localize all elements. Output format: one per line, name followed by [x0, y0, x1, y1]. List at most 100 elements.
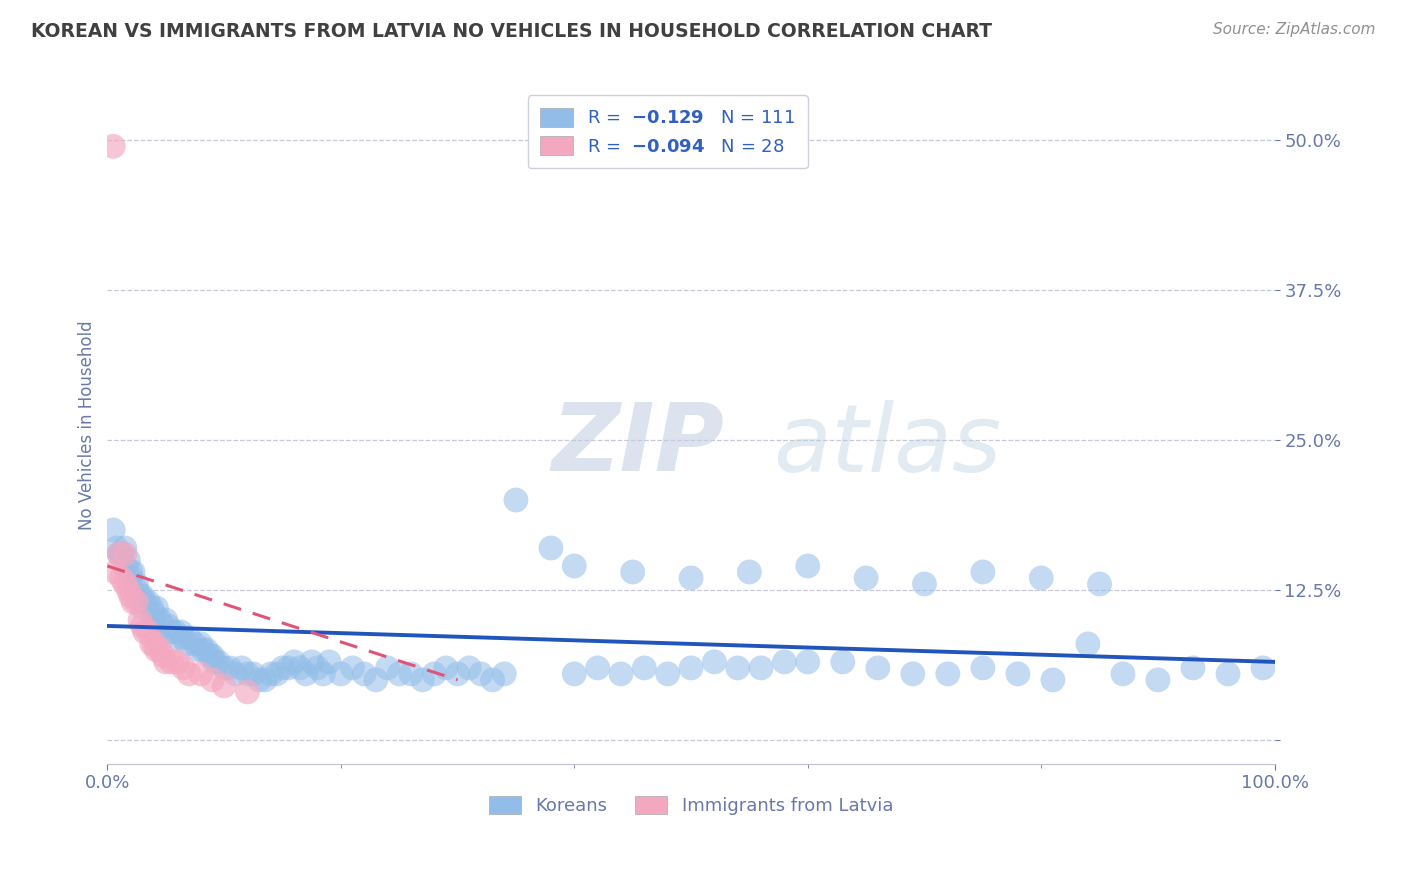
Point	[117, 582, 139, 597]
Point	[446, 666, 468, 681]
Point	[562, 559, 585, 574]
Point	[231, 661, 253, 675]
Point	[399, 666, 422, 681]
Point	[1007, 666, 1029, 681]
Point	[177, 631, 200, 645]
Point	[797, 559, 820, 574]
Point	[727, 661, 749, 675]
Point	[187, 643, 209, 657]
Point	[329, 666, 352, 681]
Point	[166, 631, 188, 645]
Point	[377, 661, 399, 675]
Point	[152, 619, 174, 633]
Point	[131, 601, 153, 615]
Point	[312, 666, 335, 681]
Point	[190, 637, 212, 651]
Point	[177, 666, 200, 681]
Point	[204, 655, 226, 669]
Point	[184, 637, 207, 651]
Point	[1181, 661, 1204, 675]
Point	[797, 655, 820, 669]
Point	[423, 666, 446, 681]
Point	[152, 648, 174, 663]
Point	[136, 624, 159, 639]
Point	[1216, 666, 1239, 681]
Point	[621, 565, 644, 579]
Point	[388, 666, 411, 681]
Point	[1147, 673, 1170, 687]
Point	[562, 666, 585, 681]
Text: atlas: atlas	[773, 400, 1001, 491]
Point	[114, 577, 136, 591]
Point	[633, 661, 655, 675]
Point	[143, 613, 166, 627]
Point	[212, 661, 235, 675]
Point	[901, 666, 924, 681]
Point	[134, 595, 156, 609]
Point	[172, 631, 194, 645]
Point	[277, 661, 299, 675]
Point	[143, 607, 166, 621]
Point	[342, 661, 364, 675]
Point	[1112, 666, 1135, 681]
Point	[122, 595, 145, 609]
Point	[236, 666, 259, 681]
Point	[157, 619, 180, 633]
Point	[108, 547, 131, 561]
Point	[236, 685, 259, 699]
Y-axis label: No Vehicles in Household: No Vehicles in Household	[79, 320, 96, 530]
Point	[190, 666, 212, 681]
Point	[972, 565, 994, 579]
Point	[103, 139, 125, 153]
Point	[271, 661, 294, 675]
Point	[134, 624, 156, 639]
Point	[657, 666, 679, 681]
Point	[120, 565, 142, 579]
Point	[253, 673, 276, 687]
Point	[855, 571, 877, 585]
Point	[105, 541, 128, 555]
Point	[494, 666, 516, 681]
Point	[212, 679, 235, 693]
Point	[207, 655, 229, 669]
Point	[166, 655, 188, 669]
Point	[122, 565, 145, 579]
Point	[145, 643, 167, 657]
Point	[120, 589, 142, 603]
Point	[110, 547, 132, 561]
Point	[191, 643, 214, 657]
Point	[831, 655, 853, 669]
Point	[586, 661, 609, 675]
Point	[738, 565, 761, 579]
Point	[149, 643, 172, 657]
Point	[125, 582, 148, 597]
Point	[131, 619, 153, 633]
Point	[219, 661, 242, 675]
Point	[165, 624, 187, 639]
Point	[143, 637, 166, 651]
Point	[434, 661, 457, 675]
Point	[125, 577, 148, 591]
Point	[679, 571, 702, 585]
Point	[1251, 661, 1274, 675]
Point	[679, 661, 702, 675]
Point	[225, 666, 247, 681]
Point	[103, 523, 125, 537]
Point	[295, 666, 318, 681]
Point	[1031, 571, 1053, 585]
Point	[972, 661, 994, 675]
Point	[283, 655, 305, 669]
Point	[749, 661, 772, 675]
Point	[703, 655, 725, 669]
Point	[114, 541, 136, 555]
Point	[114, 559, 136, 574]
Point	[141, 601, 163, 615]
Point	[610, 666, 633, 681]
Text: ZIP: ZIP	[551, 400, 724, 491]
Point	[104, 565, 127, 579]
Point	[129, 613, 152, 627]
Point	[131, 589, 153, 603]
Point	[1077, 637, 1099, 651]
Point	[108, 547, 131, 561]
Point	[260, 666, 283, 681]
